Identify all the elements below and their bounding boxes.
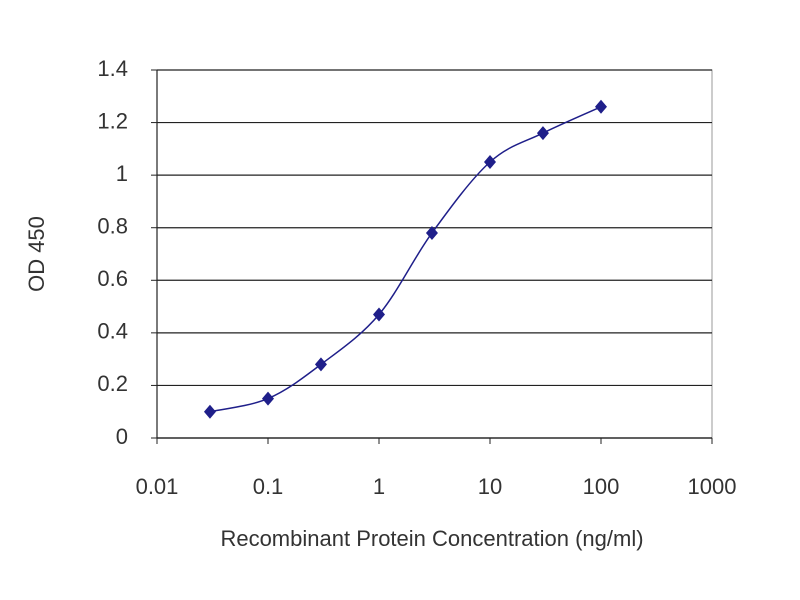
data-point <box>595 99 607 114</box>
data-point <box>314 357 327 372</box>
y-axis-label: OD 450 <box>24 216 49 292</box>
y-tick-label: 0.8 <box>97 214 128 239</box>
data-point <box>373 307 385 322</box>
x-axis-label: Recombinant Protein Concentration (ng/ml… <box>220 526 643 551</box>
data-line <box>209 106 602 413</box>
y-tick-label: 0 <box>116 424 128 449</box>
data-point <box>536 126 549 141</box>
y-tick-label: 0.4 <box>97 319 128 344</box>
x-tick-label: 1 <box>373 474 385 499</box>
x-tick-label: 1000 <box>688 474 737 499</box>
x-tick-label: 100 <box>583 474 620 499</box>
data-point <box>425 225 438 240</box>
x-tick-label: 0.01 <box>136 474 179 499</box>
y-tick-label: 1.2 <box>97 108 128 133</box>
y-tick-label: 0.2 <box>97 371 128 396</box>
plot-area <box>156 69 713 439</box>
y-tick-label: 0.6 <box>97 266 128 291</box>
data-point <box>484 155 496 169</box>
x-tick-label: 0.1 <box>253 474 284 499</box>
x-tick-label: 10 <box>478 474 502 499</box>
y-tick-label: 1.4 <box>97 56 128 81</box>
y-tick-label: 1 <box>116 161 128 186</box>
data-point <box>262 391 274 406</box>
data-point <box>203 404 216 419</box>
